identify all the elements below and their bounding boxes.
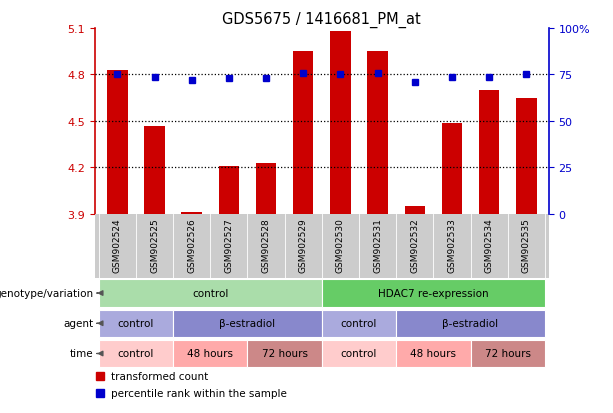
Text: control: control [118, 349, 154, 358]
Text: control: control [341, 318, 377, 328]
Bar [293, 52, 313, 214]
Text: GSM902533: GSM902533 [447, 218, 457, 273]
Text: β-estradiol: β-estradiol [219, 318, 275, 328]
Text: GSM902526: GSM902526 [187, 218, 196, 272]
Text: GSM902525: GSM902525 [150, 218, 159, 272]
Bar [181, 213, 202, 214]
Text: GSM902524: GSM902524 [113, 218, 122, 272]
Text: 48 hours: 48 hours [410, 349, 456, 358]
Text: transformed count: transformed count [111, 371, 208, 381]
Bar [256, 164, 276, 214]
Text: GSM902527: GSM902527 [224, 218, 234, 272]
Text: HDAC7 re-expression: HDAC7 re-expression [378, 288, 489, 298]
Text: GSM902532: GSM902532 [410, 218, 419, 272]
Bar [322, 280, 545, 307]
Bar [405, 207, 425, 214]
Bar [322, 340, 396, 367]
Text: 72 hours: 72 hours [485, 349, 531, 358]
Text: GSM902531: GSM902531 [373, 218, 382, 273]
Text: control: control [118, 318, 154, 328]
Text: GSM902530: GSM902530 [336, 218, 345, 273]
Bar [99, 310, 173, 337]
Bar [107, 71, 128, 214]
Text: 72 hours: 72 hours [262, 349, 308, 358]
Bar [516, 98, 536, 214]
Bar [219, 166, 239, 214]
Text: percentile rank within the sample: percentile rank within the sample [111, 388, 287, 398]
Text: control: control [192, 288, 229, 298]
Bar [322, 310, 396, 337]
Bar [99, 280, 322, 307]
Text: GSM902534: GSM902534 [485, 218, 493, 272]
Bar [471, 340, 545, 367]
Text: GSM902529: GSM902529 [299, 218, 308, 272]
Text: β-estradiol: β-estradiol [443, 318, 498, 328]
Text: genotype/variation: genotype/variation [0, 288, 93, 298]
Text: control: control [341, 349, 377, 358]
Text: time: time [69, 349, 93, 358]
Bar [479, 91, 500, 214]
Bar [330, 32, 351, 214]
Bar [144, 126, 165, 214]
Bar [99, 340, 173, 367]
Text: agent: agent [63, 318, 93, 328]
Bar [173, 310, 322, 337]
Title: GDS5675 / 1416681_PM_at: GDS5675 / 1416681_PM_at [223, 12, 421, 28]
Bar [173, 340, 248, 367]
Text: GSM902535: GSM902535 [522, 218, 531, 273]
Text: 48 hours: 48 hours [188, 349, 234, 358]
Bar [367, 52, 388, 214]
Text: GSM902528: GSM902528 [262, 218, 270, 272]
Bar [248, 340, 322, 367]
Bar [442, 123, 462, 214]
Bar [396, 340, 471, 367]
Bar [396, 310, 545, 337]
